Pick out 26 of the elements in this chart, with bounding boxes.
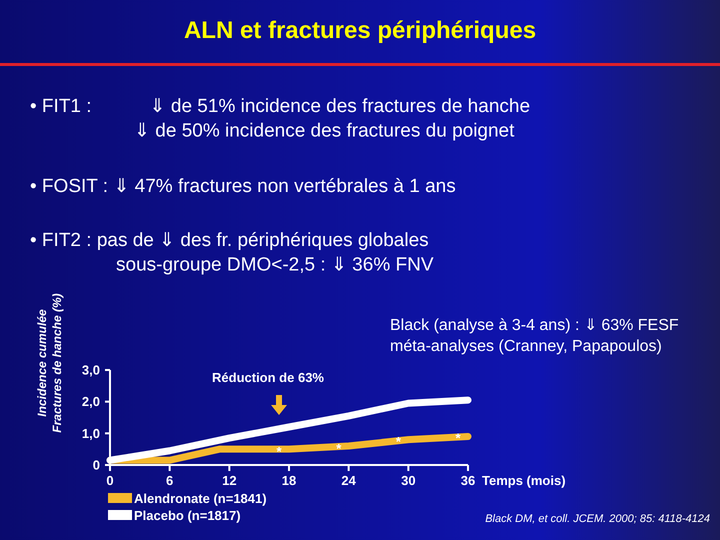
text: • FIT2 : pas de ⇓ des fr. périphériques globales sous-groupe DMO<-2,5 : ⇓ 36% FNV [30,230,434,276]
x-tick-label: 36 [460,473,476,488]
y-tick-label: 2,0 [82,394,100,410]
y-tick-label: 0 [92,458,100,473]
text: Black (analyse à 3-4 ans) : ⇓ 63% FESF méta-analyses (Cranney, Papapoulos) [390,317,679,355]
text: Black DM, et coll. JCEM. 2000; 85: 4118-4124 [485,513,710,525]
legend-label: Alendronate (n=1841) [134,491,267,506]
text: • FIT1 : ⇓ de 51% incidence des fractures de hanche ⇓ de 50% incidence des fractures du poignet [30,96,530,142]
y-tick-label: 3,0 [82,362,100,378]
chart-title: ALN et fractures périphériques [184,17,536,44]
legend-label: Placebo (n=1817) [134,508,241,523]
annotation: * [456,430,462,446]
x-tick-label: 30 [401,473,416,488]
annotation: Réduction de 63% [212,370,324,385]
annotation: * [336,440,342,456]
text: • FOSIT : ⇓ 47% fractures non vertébrales à 1 ans [30,176,456,197]
x-tick-label: 12 [222,473,237,488]
y-axis-title: Incidence cumulée Fractures de hanche (%) [35,293,64,433]
x-tick-label: 18 [282,473,296,488]
annotation: * [276,444,283,459]
x-tick-label: 6 [166,473,174,488]
x-tick-label: 0 [106,473,114,488]
x-axis-title: Temps (mois) [482,473,566,488]
y-tick-label: 1,0 [82,426,100,441]
annotation: * [396,434,402,449]
x-tick-label: 24 [341,473,357,488]
